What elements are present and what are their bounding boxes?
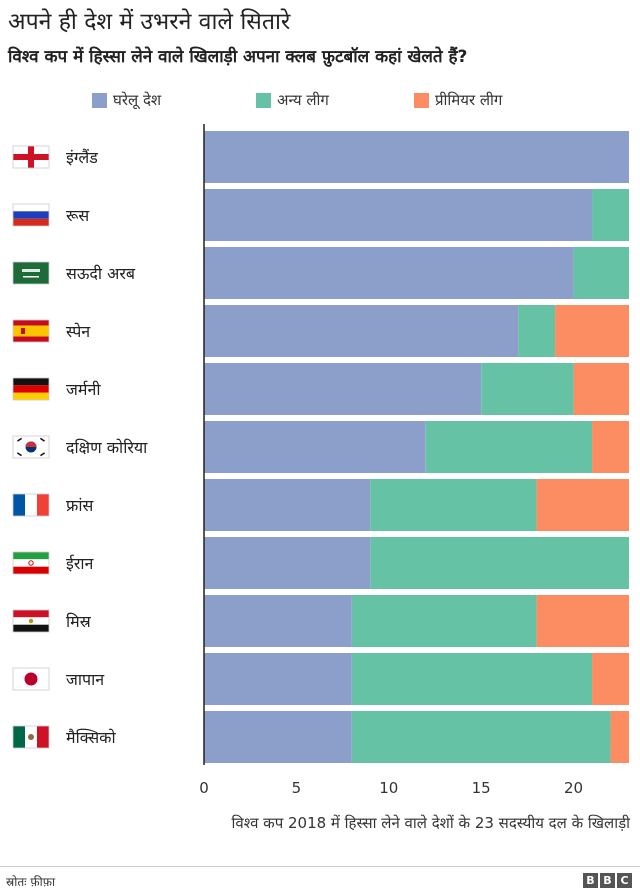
x-tick-label: 15	[472, 779, 491, 797]
south-korea-flag-icon	[12, 435, 50, 459]
category-label: जर्मनी	[66, 380, 101, 399]
legend-swatch-domestic	[92, 92, 107, 108]
bar-segment	[204, 595, 352, 647]
legend-label-domestic: घरेलू देश	[113, 91, 162, 109]
mexico-flag-icon	[12, 725, 50, 749]
bar-segment	[370, 479, 537, 531]
source-note: स्रोतः फ़ीफ़ा	[6, 875, 56, 889]
japan-flag-icon	[12, 667, 50, 691]
category-label: स्पेन	[66, 322, 91, 341]
legend-item-domestic: घरेलू देश	[92, 89, 161, 111]
bbc-logo-letter: B	[583, 873, 598, 888]
iran-flag-icon	[12, 551, 50, 575]
saudi-arabia-flag-icon	[12, 261, 50, 285]
bar-segment	[592, 653, 629, 705]
bar-segment	[481, 363, 574, 415]
chart-subtitle: विश्व कप में हिस्सा लेने वाले खिलाड़ी अप…	[8, 47, 468, 67]
category-label: ईरान	[66, 554, 95, 573]
bar-segment	[573, 363, 629, 415]
bar-segment	[204, 479, 371, 531]
bar-segment	[351, 595, 537, 647]
footer-divider	[0, 866, 640, 867]
bbc-logo-letter: B	[600, 873, 615, 888]
legend-item-other-league: अन्य लीग	[256, 89, 329, 111]
spain-flag-icon	[12, 319, 50, 343]
bar-segment	[610, 711, 629, 763]
bar-segment	[204, 247, 574, 299]
bar-segment	[536, 479, 629, 531]
bar-segment	[204, 421, 426, 473]
bar-segment	[573, 247, 629, 299]
bar-segment	[204, 537, 371, 589]
bar-segment	[204, 189, 593, 241]
germany-flag-icon	[12, 377, 50, 401]
category-label: दक्षिण कोरिया	[66, 438, 148, 457]
russia-flag-icon	[12, 203, 50, 227]
legend-item-premier-league: प्रीमियर लीग	[414, 89, 502, 111]
bar-segment	[351, 653, 593, 705]
legend-label-other-league: अन्य लीग	[277, 91, 329, 109]
legend-label-premier-league: प्रीमियर लीग	[435, 91, 503, 109]
bar-segment	[204, 363, 482, 415]
x-tick-label: 20	[564, 779, 583, 797]
bar-segment	[555, 305, 629, 357]
bar-segment	[204, 305, 519, 357]
x-tick-label: 10	[379, 779, 398, 797]
category-label: इंग्लैंड	[66, 148, 98, 167]
bar-segment	[536, 595, 629, 647]
bar-segment	[425, 421, 593, 473]
x-tick-label: 0	[199, 779, 209, 797]
category-label: मैक्सिको	[66, 728, 116, 747]
bar-segment	[351, 711, 611, 763]
bar-segment	[204, 653, 352, 705]
egypt-flag-icon	[12, 609, 50, 633]
bar-segment	[370, 537, 629, 589]
category-label: फ्रांस	[66, 496, 94, 515]
chart-title: अपने ही देश में उभरने वाले सितारे	[8, 9, 291, 35]
bar-segment	[204, 711, 352, 763]
bar-segment	[592, 421, 629, 473]
bar-segment	[518, 305, 556, 357]
stacked-bar-chart: इंग्लैंड रूस सऊदी अरब स्पेन जर्मनी दक्षिण कोर…	[12, 124, 631, 832]
legend-swatch-other-league	[256, 92, 271, 108]
bar-segment	[592, 189, 629, 241]
england-flag-icon	[12, 145, 50, 169]
x-axis-label: विश्व कप 2018 में हिस्सा लेने वाले देशों…	[231, 814, 631, 832]
bar-segment	[204, 131, 629, 183]
legend-swatch-premier-league	[414, 92, 429, 108]
france-flag-icon	[12, 493, 50, 517]
x-tick-label: 5	[292, 779, 302, 797]
category-label: रूस	[66, 206, 90, 225]
bbc-logo: B B C	[583, 873, 632, 888]
category-label: जापान	[66, 670, 105, 689]
category-label: सऊदी अरब	[66, 264, 136, 283]
bbc-logo-letter: C	[617, 873, 632, 888]
category-label: मिस्र	[66, 612, 92, 631]
